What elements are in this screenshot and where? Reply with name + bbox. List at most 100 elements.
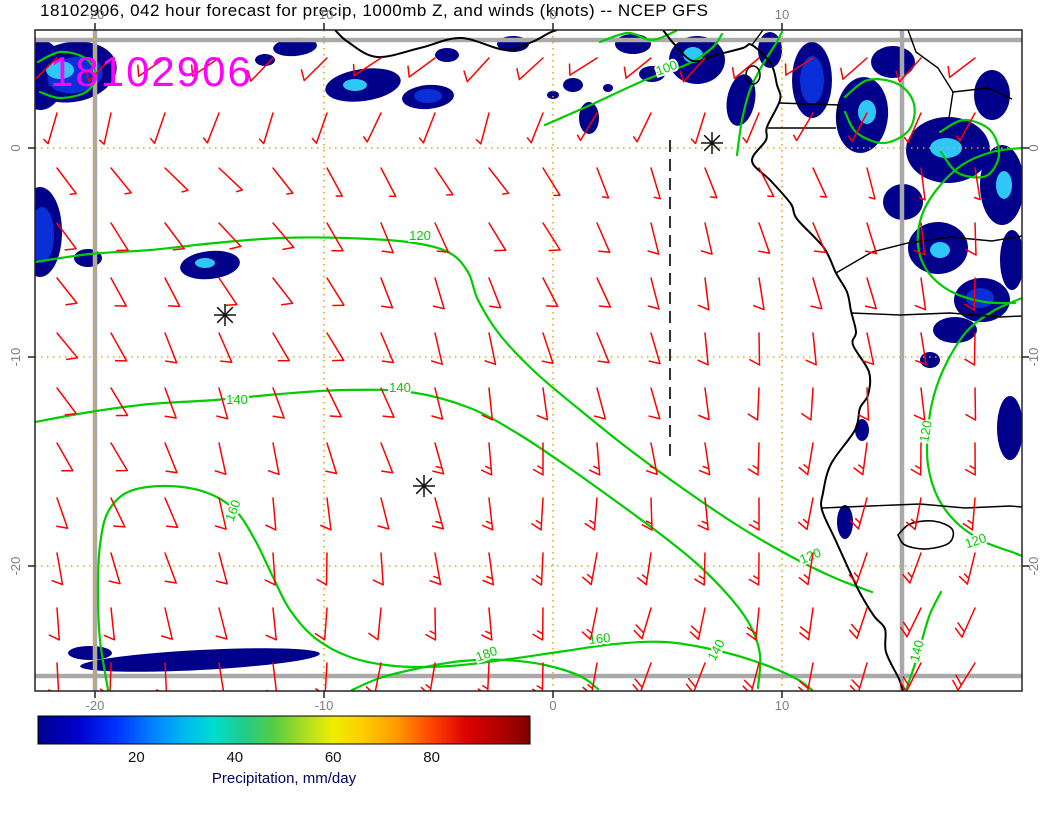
wind-barb [108,552,121,585]
wind-barb [798,442,814,476]
wind-barb [85,57,112,82]
wind-barb [265,607,277,641]
wind-barb [326,387,342,418]
wind-barb [190,57,220,77]
wind-barb [380,167,397,198]
precip-area [639,66,665,82]
wind-barb [862,332,875,366]
wind-barb [99,662,112,691]
wind-barb [214,497,227,530]
wind-barb [380,277,394,309]
wind-barb [380,222,394,254]
wind-barb [430,332,443,365]
wind-barb [56,387,77,416]
wind-barb [648,332,661,365]
gridlines-layer [35,30,1022,691]
marker-spoke [703,134,721,152]
wind-barb [853,442,868,476]
wind-barb [576,112,598,142]
wind-barb [216,387,229,420]
wind-barb [202,112,220,144]
wind-barb [264,552,276,586]
wind-barb [325,442,338,475]
marker-spoke [415,477,433,495]
precip-area [435,48,459,62]
contour-label: 120 [409,228,431,243]
axis-tick-label-bottom: -10 [315,698,334,713]
height-contour-100 [36,50,98,100]
wind-barb [56,332,79,361]
wind-barb [913,222,926,256]
wind-barb [482,552,495,586]
wind-barb [694,552,706,586]
wind-barb [849,662,868,691]
wind-barb [484,332,497,366]
wind-barb [689,607,706,641]
height-contour-120 [925,296,1022,558]
contour-label: 140 [704,637,727,663]
colorbar-tick-label: 60 [325,749,342,766]
height-contour-100 [598,30,678,44]
wind-barb [633,607,652,640]
wind-barb [965,222,977,256]
precip-area [930,242,950,258]
island-outline [745,65,761,85]
colorbar-tick-label: 20 [128,749,145,766]
wind-barb [380,387,395,418]
wind-barb [632,662,652,691]
height-contour-100 [735,30,784,157]
wind-barb [848,607,868,640]
country-border [952,87,1013,100]
axis-tick-label-left: -20 [8,557,23,576]
wind-barb [849,497,868,530]
height-contour-140 [35,388,762,690]
contour-label: 140 [907,638,927,663]
wind-barb [812,222,827,254]
precip-area [414,89,442,103]
wind-barb [648,387,661,420]
precip-area [1000,230,1022,290]
axis-tick-label-bottom: -20 [86,698,105,713]
precip-area [255,54,275,66]
wind-barb [218,222,242,250]
precip-area [195,258,215,268]
wind-barb [213,662,225,691]
wind-barb [56,222,77,251]
wind-barb [272,387,285,419]
wind-barb [258,112,274,145]
wind-barb [164,387,177,419]
wind-barb [747,442,760,476]
contour-label: 120 [916,419,935,443]
wind-barb [380,332,395,364]
wind-barb [915,332,927,366]
axis-tick-label-bottom: 10 [775,698,789,713]
wind-barb [542,277,559,308]
wind-barb [582,552,598,586]
wind-barb [477,662,490,691]
wind-barb [164,277,181,308]
wind-barb [316,552,328,586]
wind-barb [810,277,823,310]
wind-barb [900,607,922,638]
precip-area [996,171,1012,199]
precip-area [615,34,651,54]
wind-barb [218,332,233,364]
wind-barb [272,332,290,362]
wind-barb [215,607,228,640]
wind-barb [962,497,976,531]
wind-barb [905,497,922,531]
wind-barb [320,497,332,531]
asterisk-marker [413,475,435,497]
wind-barb [697,332,709,366]
precip-area [74,249,102,267]
wind-barb [700,222,713,255]
country-border [751,30,764,46]
wind-barb [805,332,817,366]
axis-tick-label-bottom: 0 [549,698,556,713]
wind-barb [758,167,775,198]
wind-barb [425,607,437,641]
precip-area [579,102,599,134]
country-border [778,102,841,106]
height-contour-100 [543,32,724,127]
wind-barb [110,167,132,195]
